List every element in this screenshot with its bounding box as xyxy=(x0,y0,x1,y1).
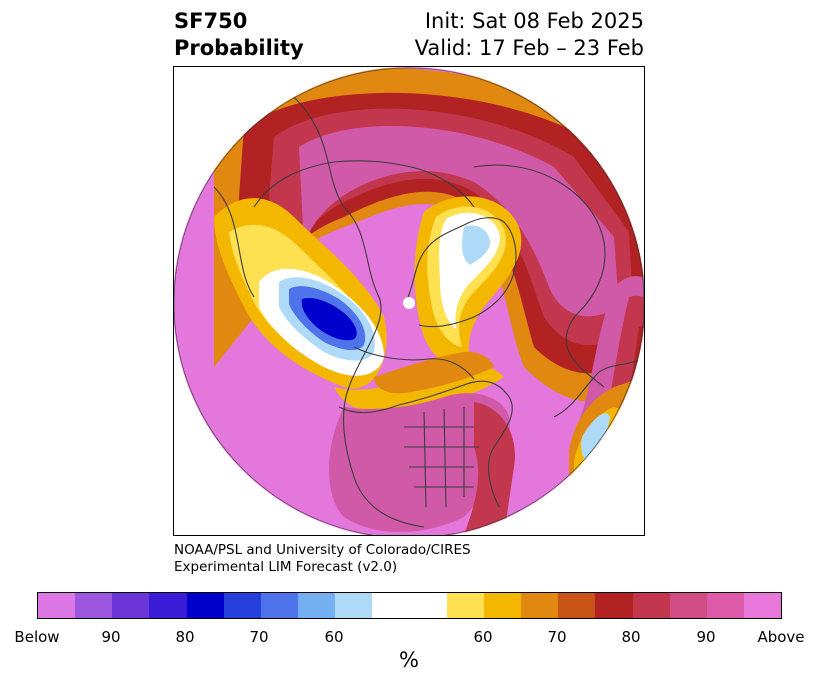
colorbar-segment xyxy=(260,593,299,618)
credit-line-1: NOAA/PSL and University of Colorado/CIRE… xyxy=(174,542,471,558)
colorbar-segment xyxy=(298,593,336,618)
high-band-namerica xyxy=(329,393,510,532)
colorbar-tick-label: Above xyxy=(757,628,805,646)
credits: NOAA/PSL and University of Colorado/CIRE… xyxy=(174,542,471,576)
map-boundary xyxy=(174,67,644,535)
probability-map xyxy=(174,67,644,535)
north-pole-marker xyxy=(403,297,415,309)
colorbar-segment xyxy=(335,593,373,618)
colorbar xyxy=(37,592,782,619)
light-blue-atlantic xyxy=(581,413,610,461)
colorbar-segment xyxy=(595,593,633,618)
deep-blue-core xyxy=(301,297,357,341)
colorbar-tick-label: Below xyxy=(14,628,60,646)
colorbar-segment xyxy=(632,593,670,618)
colorbar-segment xyxy=(669,593,707,618)
colorbar-segment xyxy=(483,593,522,618)
colorbar-tick-label: 60 xyxy=(473,628,493,646)
map-panel xyxy=(173,66,645,536)
colorbar-segment xyxy=(372,593,410,618)
colorbar-segment xyxy=(149,593,187,618)
colorbar-tick-label: 80 xyxy=(175,628,195,646)
colorbar-tick-label: 80 xyxy=(621,628,641,646)
colorbar-segment xyxy=(743,593,782,618)
colorbar-segment xyxy=(521,593,559,618)
high-band xyxy=(299,125,619,317)
forecast-dates: Init: Sat 08 Feb 2025 Valid: 17 Feb – 23… xyxy=(415,8,644,62)
colorbar-segment xyxy=(38,593,76,618)
title-variable: SF750 xyxy=(174,9,248,33)
colorbar-tick-label: 60 xyxy=(324,628,344,646)
colorbar-segment xyxy=(446,593,484,618)
colorbar-segment xyxy=(223,593,261,618)
colorbar-segment xyxy=(112,593,150,618)
colorbar-segment xyxy=(409,593,447,618)
colorbar-segment xyxy=(706,593,744,618)
title-type: Probability xyxy=(174,36,304,60)
colorbar-tick-label: 70 xyxy=(249,628,269,646)
credit-line-2: Experimental LIM Forecast (v2.0) xyxy=(174,559,398,575)
light-blue-polar xyxy=(462,225,491,265)
orange-band-south xyxy=(374,351,494,394)
chart-title: SF750 Probability xyxy=(174,8,304,62)
colorbar-segment xyxy=(75,593,113,618)
coastlines xyxy=(213,76,644,528)
colorbar-tick-label: 90 xyxy=(696,628,716,646)
colorbar-tick-label: 90 xyxy=(101,628,121,646)
init-date: Init: Sat 08 Feb 2025 xyxy=(424,9,644,33)
valid-range: Valid: 17 Feb – 23 Feb xyxy=(414,36,644,60)
colorbar-segment xyxy=(558,593,596,618)
colorbar-tick-label: 70 xyxy=(547,628,567,646)
colorbar-segment xyxy=(186,593,224,618)
colorbar-unit: % xyxy=(399,648,419,672)
